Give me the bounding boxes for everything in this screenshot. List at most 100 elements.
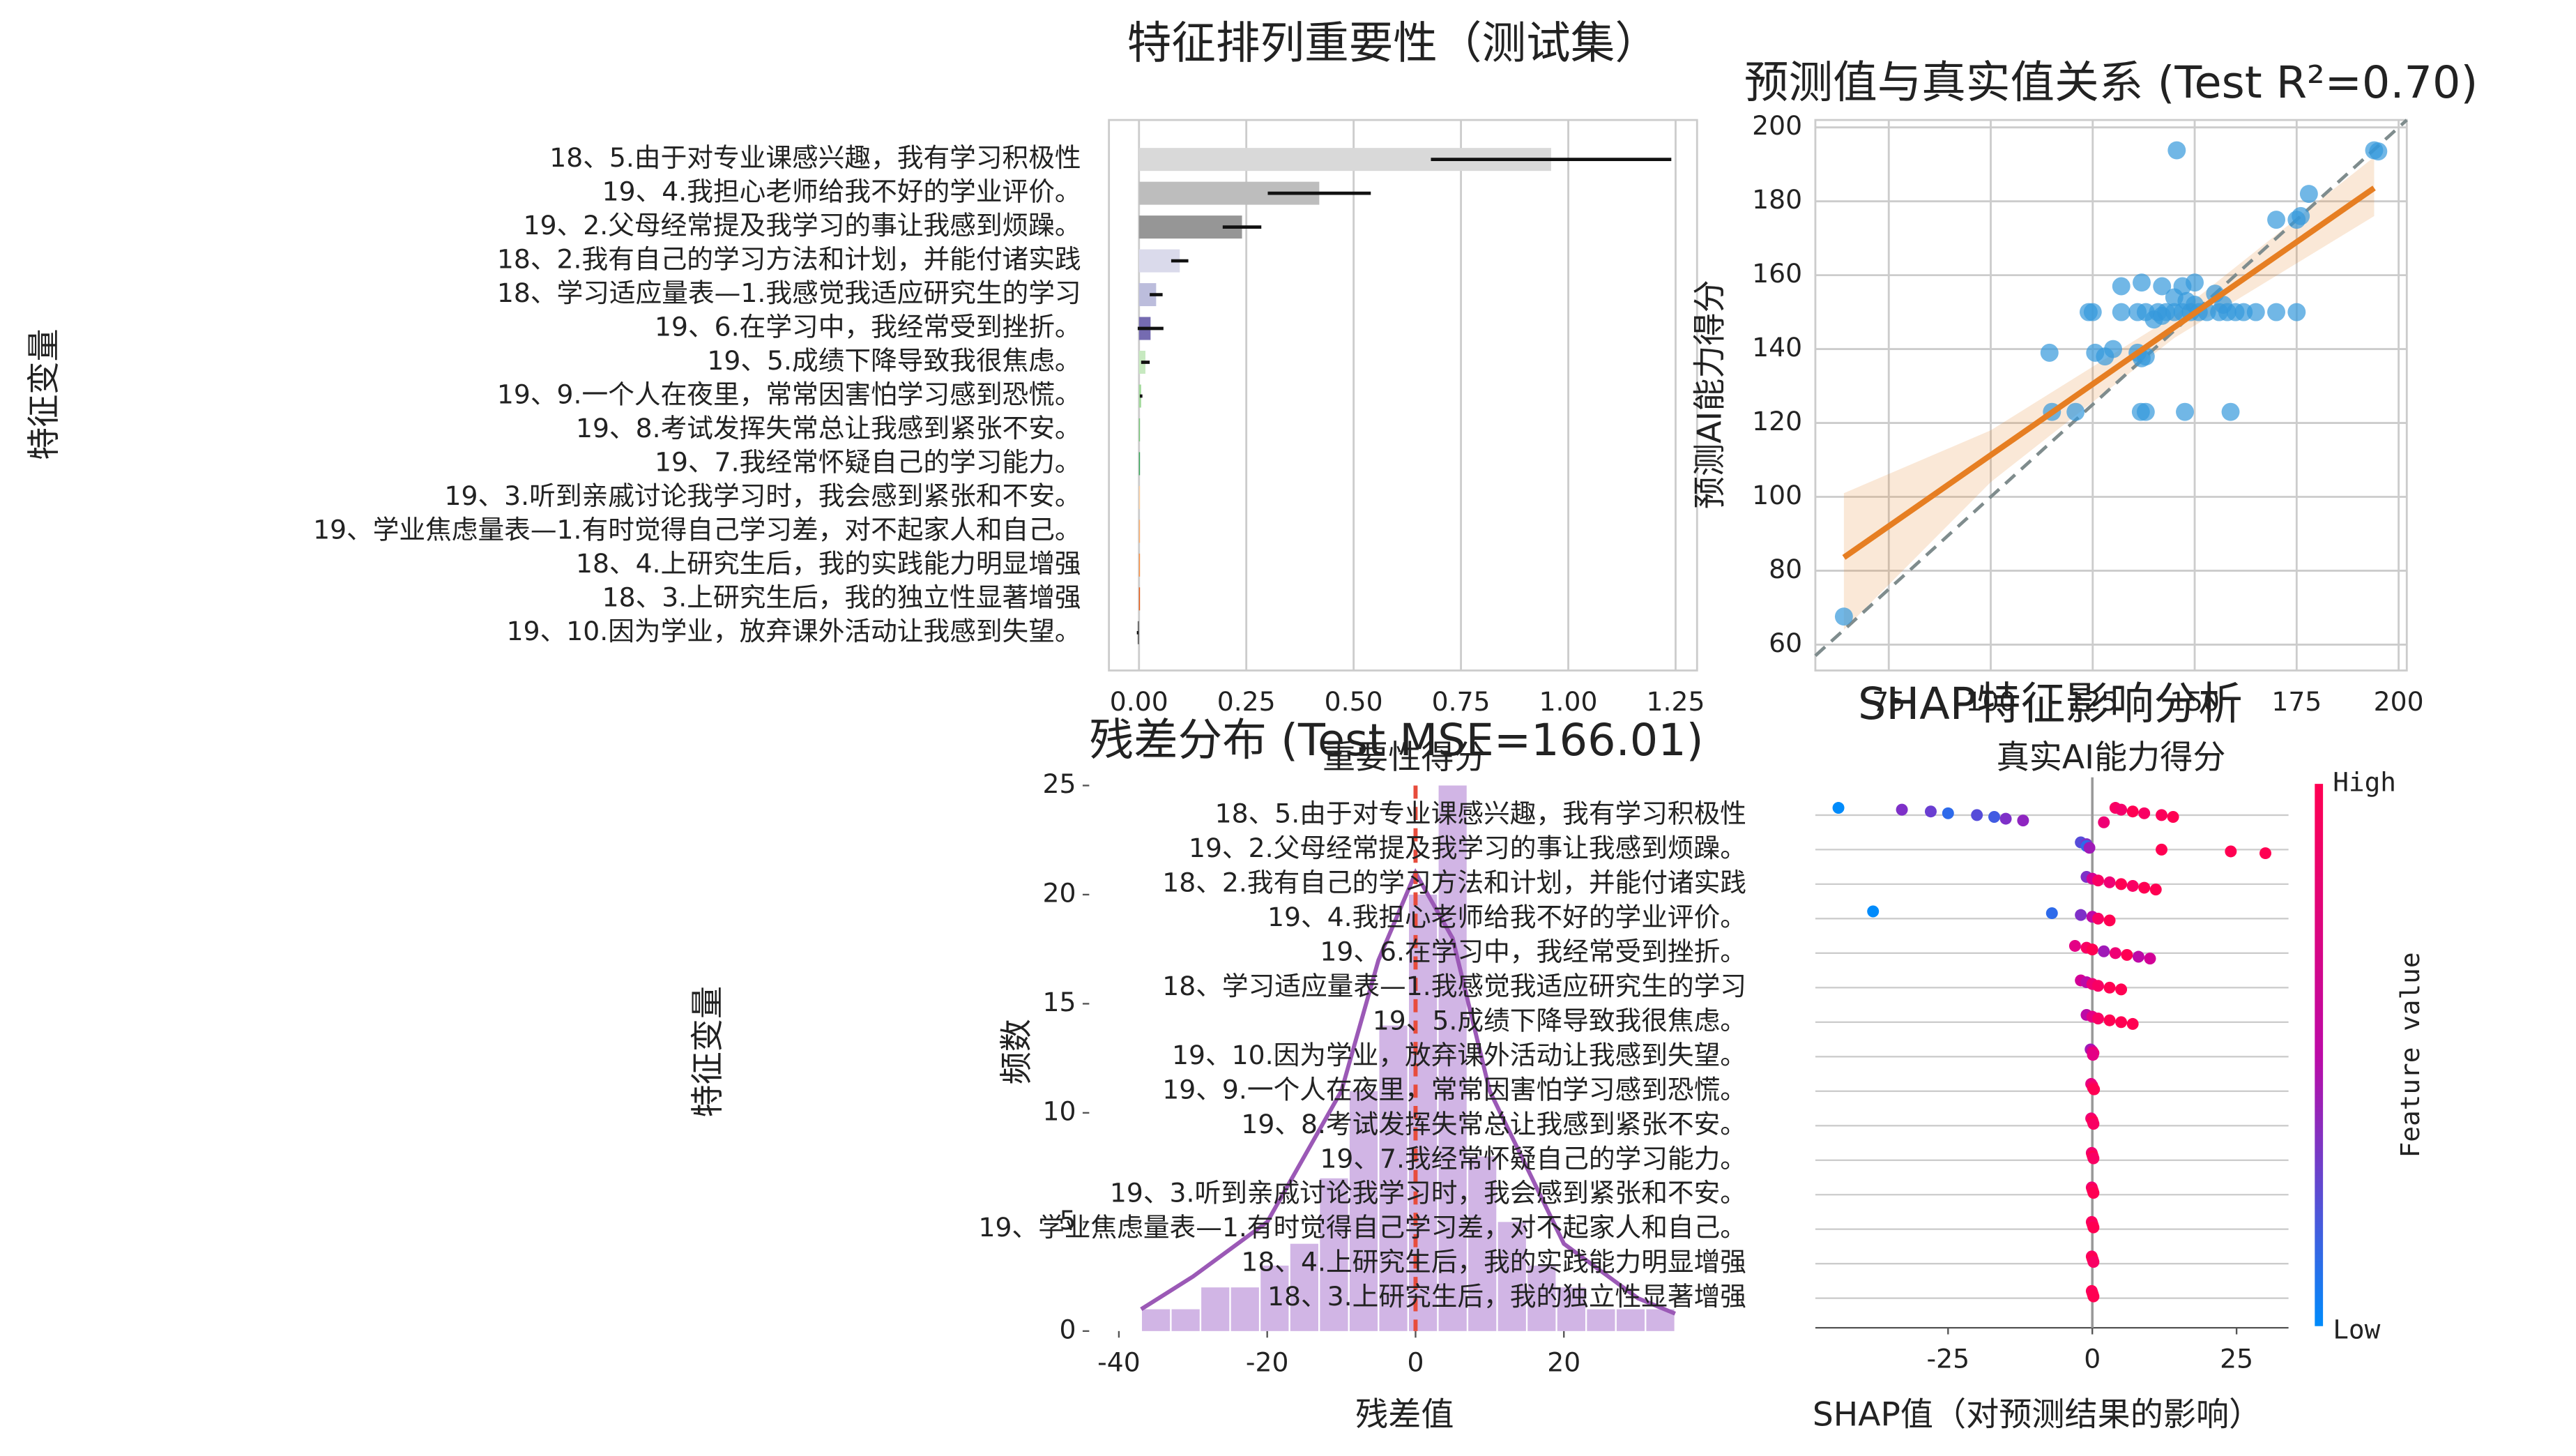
colorbar-low: Low (2333, 1314, 2380, 1344)
shap-point (2068, 939, 2081, 952)
data-point (1834, 607, 1853, 626)
x-tick-label: 200 (2374, 686, 2424, 717)
y-tick-label: 19、8.考试发挥失常总让我感到紧张不安。 (1241, 1109, 1746, 1139)
y-axis-label: 频数 (998, 1019, 1036, 1084)
y-tick-label: 200 (1752, 110, 1802, 141)
data-point (2136, 402, 2155, 421)
data-point (2176, 402, 2194, 421)
shap-point (2103, 1014, 2116, 1026)
shap-point (2017, 814, 2029, 827)
data-point (2066, 402, 2085, 421)
confidence-band (1843, 157, 2375, 630)
histogram-bar (1201, 1287, 1230, 1331)
data-point (2165, 288, 2183, 307)
y-tick-label: 5 (1060, 1205, 1076, 1236)
shap-point (2045, 907, 2058, 920)
bar (1138, 485, 1141, 509)
x-axis-label: 真实AI能力得分 (1997, 738, 2226, 777)
x-tick-label: 1.25 (1647, 686, 1705, 717)
shap-point (2115, 878, 2128, 890)
histogram-bar (1497, 1222, 1526, 1331)
chart-title: SHAP特征影响分析 (1858, 678, 2243, 730)
reference-line (1814, 119, 2408, 658)
data-point (2104, 340, 2122, 358)
histogram-bar (1379, 1025, 1408, 1331)
histogram-bar (1290, 1243, 1318, 1331)
shap-point (2083, 842, 2096, 854)
bar (1138, 452, 1141, 476)
shap-point (2092, 912, 2104, 925)
data-point (2292, 206, 2310, 225)
histogram-bar (1587, 1309, 1615, 1331)
data-point (2112, 303, 2131, 321)
data-point (2299, 185, 2318, 204)
histogram-bar (1260, 1265, 1289, 1331)
x-tick-label: 25 (2220, 1344, 2253, 1374)
x-tick-label: 75 (1872, 686, 1905, 717)
chart-title: 残差分布 (Test MSE=166.01) (1089, 715, 1703, 766)
y-tick-label: 19、3.听到亲戚讨论我学习时，我会感到紧张和不安。 (1110, 1178, 1746, 1208)
plot-frame (1108, 119, 1698, 672)
shap-point (2126, 805, 2139, 818)
y-tick-label: 25 (1043, 768, 1076, 799)
data-point (2214, 296, 2232, 314)
plot-frame (1814, 119, 2408, 672)
shap-point (1971, 809, 1983, 821)
x-tick-label: 0 (1407, 1347, 1424, 1377)
chart-title: 特征排列重要性（测试集） (1127, 18, 1659, 70)
shap-point (2092, 980, 2104, 992)
shap-point (2144, 953, 2156, 965)
shap-point (2138, 807, 2151, 819)
y-axis-label: 特征变量 (689, 986, 727, 1118)
x-axis-label: 重要性得分 (1323, 738, 1487, 777)
x-axis-label: 残差值 (1355, 1395, 1454, 1434)
y-tick-label: 19、9.一个人在夜里，常常因害怕学习感到恐慌。 (497, 379, 1081, 409)
shap-point (2103, 981, 2116, 994)
bar (1138, 520, 1141, 543)
y-tick-label: 20 (1043, 877, 1076, 908)
y-axis-label: 特征变量 (25, 328, 63, 460)
y-tick-label: 19、2.父母经常提及我学习的事让我感到烦躁。 (524, 210, 1081, 241)
bar (1138, 418, 1141, 441)
histogram-bar (1320, 1178, 1348, 1331)
colorbar (2315, 784, 2324, 1326)
chart-title: 预测值与真实值关系 (Test R²=0.70) (1744, 57, 2478, 109)
histogram-bar (1527, 1265, 1556, 1331)
shap-point (2087, 1118, 2100, 1130)
shap-point (2087, 1049, 2099, 1061)
shap-point (2103, 914, 2116, 927)
shap-point (2092, 1013, 2104, 1025)
y-tick-label: 19、学业焦虑量表—1.有时觉得自己学习差，对不起家人和自己。 (978, 1212, 1746, 1243)
shap-point (2075, 909, 2087, 921)
y-tick-label: 19、5.成绩下降导致我很焦虑。 (707, 345, 1081, 376)
y-tick-label: 19、5.成绩下降导致我很焦虑。 (1373, 1005, 1746, 1036)
x-axis-label: SHAP值（对预测结果的影响） (1813, 1395, 2262, 1434)
shap-point (1867, 905, 1880, 918)
x-tick-label: 175 (2271, 686, 2322, 717)
shap-point (2087, 1152, 2100, 1165)
x-tick-label: 0.75 (1432, 686, 1491, 717)
shap-point (2103, 876, 2116, 888)
x-tick-label: 1.00 (1539, 686, 1598, 717)
x-tick-label: 20 (1547, 1347, 1580, 1377)
colorbar-label: Feature value (2395, 952, 2425, 1158)
y-tick-label: 18、学习适应量表—1.我感觉我适应研究生的学习 (497, 278, 1081, 308)
x-tick-label: 125 (2068, 686, 2118, 717)
y-tick-label: 18、4.上研究生后，我的实践能力明显增强 (1241, 1247, 1746, 1277)
y-tick-label: 18、2.我有自己的学习方法和计划，并能付诸实践 (497, 244, 1081, 275)
shap-point (2087, 1187, 2100, 1199)
y-tick-label: 19、4.我担心老师给我不好的学业评价。 (1267, 902, 1746, 932)
y-tick-label: 18、3.上研究生后，我的独立性显著增强 (602, 582, 1081, 612)
y-tick-label: 18、3.上研究生后，我的独立性显著增强 (1267, 1281, 1746, 1312)
regression-line (1842, 185, 2376, 560)
data-point (2267, 303, 2286, 321)
shap-point (2109, 947, 2121, 960)
shap-point (1988, 811, 2000, 823)
shap-point (2086, 943, 2098, 956)
y-tick-label: 160 (1752, 258, 1802, 289)
data-point (2186, 273, 2204, 292)
histogram-bar (1171, 1309, 1200, 1331)
shap-point (2132, 950, 2144, 963)
y-tick-label: 19、10.因为学业，放弃课外活动让我感到失望。 (507, 616, 1081, 646)
